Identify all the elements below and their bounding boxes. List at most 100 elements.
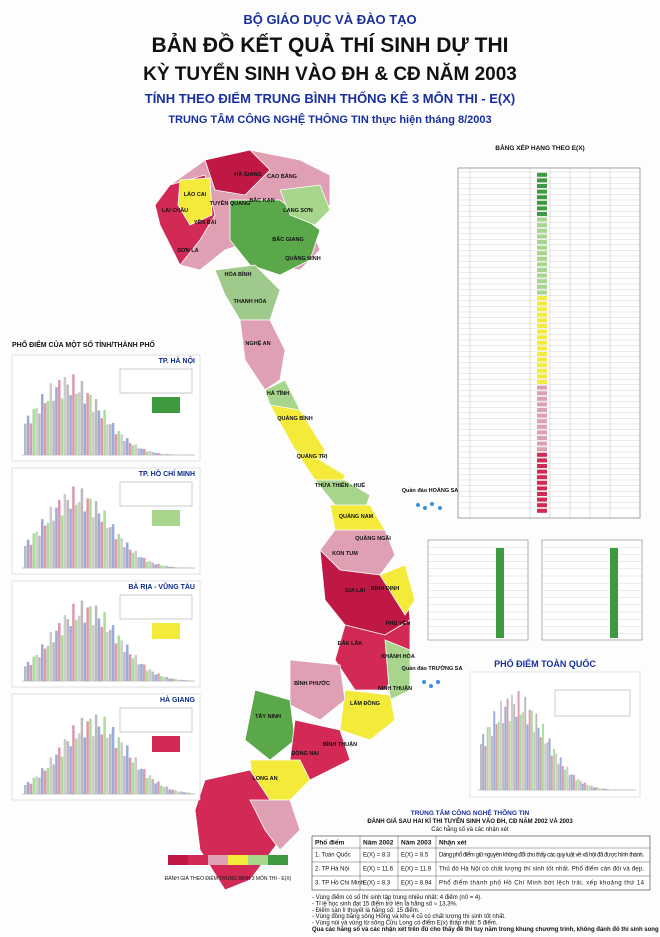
panel-swatch <box>152 736 180 752</box>
region <box>239 319 286 391</box>
histogram-bar-decor <box>491 735 493 790</box>
histogram-bar-decor <box>26 415 30 455</box>
histogram-bar-decor <box>140 448 143 455</box>
ranking-swatch <box>537 363 547 368</box>
histogram-bar-decor <box>145 778 149 794</box>
histogram-bar-decor <box>69 746 72 794</box>
histogram-bar-decor <box>63 493 67 568</box>
panel-info <box>119 707 193 733</box>
province-label: THỪA THIÊN - HUẾ <box>315 481 366 489</box>
ranking-swatch <box>537 273 547 278</box>
histogram-bar-decor <box>151 452 155 455</box>
histogram-bar-decor <box>83 622 87 681</box>
histogram-bar-decor <box>570 774 573 790</box>
histogram-bar-decor <box>32 777 36 794</box>
histogram-bar-decor <box>157 781 160 794</box>
region <box>314 479 371 511</box>
histogram-bar-decor <box>488 727 491 790</box>
histogram-bar-decor <box>162 676 166 681</box>
histogram-bar-decor <box>52 520 55 568</box>
ranking-swatch <box>537 228 547 233</box>
histogram-bar-decor <box>608 789 611 790</box>
histogram-bar-decor <box>171 454 174 455</box>
histogram-bar-decor <box>168 454 172 455</box>
histogram-bar-decor <box>83 403 87 455</box>
histogram-bar-decor <box>179 679 183 681</box>
province-label: THANH HÓA <box>234 297 267 305</box>
histogram-bar-decor <box>77 501 81 568</box>
ranking-swatch <box>537 307 547 312</box>
histogram-bar-decor <box>46 522 50 568</box>
province-label: LẠNG SƠN <box>283 208 312 214</box>
region <box>289 719 351 781</box>
ranking-swatch <box>537 419 547 424</box>
histogram-bar-decor <box>29 423 33 455</box>
histogram-bar-decor <box>29 665 33 681</box>
histogram-bar-decor <box>131 762 135 794</box>
histogram-bar-decor <box>542 723 544 790</box>
histogram-bar-decor <box>75 619 78 681</box>
histogram-bar-decor <box>72 374 75 455</box>
province-label: LÀO CAI <box>184 191 207 198</box>
histogram-bar-decor <box>584 782 586 790</box>
histogram-bar-decor <box>137 664 140 681</box>
histogram-bar-decor <box>544 743 547 790</box>
ranking-swatch <box>537 441 547 446</box>
small-table <box>541 539 643 641</box>
ranking-swatch <box>537 268 547 272</box>
national-info <box>554 689 631 717</box>
histogram-bar-decor <box>154 674 157 681</box>
region <box>384 639 411 701</box>
ranking-swatch <box>537 430 547 435</box>
note: - Tỉ lệ học sinh đạt 15 điểm trở lên là … <box>312 900 458 907</box>
histogram-bar-decor <box>26 781 30 794</box>
eval-cell: 1. Toàn Quốc <box>315 853 351 859</box>
histogram-bar-decor <box>120 538 123 568</box>
archipelago-label: Quần đảo TRƯỜNG SA <box>402 664 463 672</box>
histogram-bar-decor <box>131 552 135 568</box>
province-label: BẮC KẠN <box>249 196 274 204</box>
histogram-bar-decor <box>94 714 98 794</box>
histogram-bar-decor <box>66 384 70 455</box>
histogram-bar-decor <box>575 780 578 790</box>
subtitle: KỲ TUYỂN SINH VÀO ĐH & CĐ NĂM 2003 <box>143 63 517 85</box>
histogram-bar-decor <box>145 670 149 681</box>
histogram-bar-decor <box>86 498 89 568</box>
ranking-swatch <box>537 391 547 396</box>
province-label: QUẢNG BÌNH <box>277 414 312 422</box>
histogram-bar-decor <box>533 731 536 790</box>
histogram-bar-decor <box>517 690 520 790</box>
ranking-swatch <box>537 195 547 200</box>
province-label: QUẢNG NINH <box>285 255 320 262</box>
histogram-bar-decor <box>103 716 106 794</box>
histogram-bar-decor <box>599 788 602 790</box>
histogram-bar-decor <box>24 784 27 794</box>
histogram-bar-decor <box>109 733 112 794</box>
histogram-bar-decor <box>55 387 58 455</box>
histogram-bar-decor <box>185 680 189 681</box>
archipelago-label: Quần đảo HOÀNG SA <box>402 487 459 494</box>
histogram-bar-decor <box>106 527 109 568</box>
histogram-bar-decor <box>24 666 27 681</box>
histogram-bar-decor <box>75 504 78 568</box>
province-label: LONG AN <box>252 776 277 782</box>
histogram-bar-decor <box>94 399 98 455</box>
histogram-bar-decor <box>63 376 67 455</box>
small-table <box>427 539 529 641</box>
histogram-bar-decor <box>80 381 84 455</box>
histogram-bar-decor <box>24 423 27 455</box>
histogram-bar-decor <box>128 443 132 455</box>
histogram-bar-decor <box>103 510 106 568</box>
histogram-bar-decor <box>162 786 166 794</box>
histogram-bar-decor <box>58 622 61 681</box>
eval-cell: E(X) = 8.5 <box>401 853 429 859</box>
histogram-bar-decor <box>120 434 123 455</box>
notes: - Vùng điểm có số thí sinh tập trung nhi… <box>312 894 660 933</box>
histogram-bar-decor <box>160 676 163 681</box>
province-label: LAI CHÂU <box>162 207 188 214</box>
histogram-bar-decor <box>72 603 75 681</box>
histogram-bar-decor <box>72 725 75 794</box>
panel-info <box>119 481 193 507</box>
histogram-bar-decor <box>177 791 180 794</box>
histogram-bar-decor <box>94 605 98 681</box>
